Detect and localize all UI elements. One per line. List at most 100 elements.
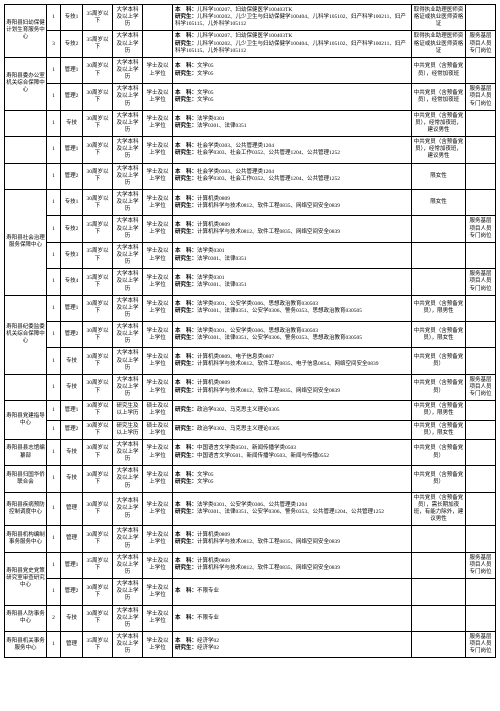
degree-cell: 学士及以上学位 bbox=[143, 552, 173, 578]
note-cell bbox=[466, 439, 496, 465]
count-cell: 1 bbox=[47, 57, 61, 83]
degree-cell: 学士及以上学位 bbox=[143, 163, 173, 189]
age-cell: 30周岁以下 bbox=[83, 84, 113, 110]
age-cell: 30周岁以下 bbox=[83, 374, 113, 400]
count-cell: 1 bbox=[47, 163, 61, 189]
table-row: 1管理230周岁以下大学本科及以上学历学士及以上学位本 科：不限专业 bbox=[5, 579, 496, 605]
age-cell: 30周岁以下 bbox=[83, 439, 113, 465]
degree-cell: 学士及以上学位 bbox=[143, 631, 173, 657]
table-row: 寿阳县党史党策研究室审查研究中心1管理135周岁以下大学本科及以上学历学士及以上… bbox=[5, 552, 496, 578]
table-row: 寿阳县人防事务中心2专技30周岁以下大学本科及以上学历学士及以上学位本 科：不限… bbox=[5, 605, 496, 631]
count-cell: 1 bbox=[47, 295, 61, 321]
age-cell: 35周岁以下 bbox=[83, 269, 113, 295]
position-cell: 管理1 bbox=[61, 401, 83, 420]
position-cell: 专技3 bbox=[61, 242, 83, 268]
note-cell: 服务基层项目人员专门岗位 bbox=[466, 552, 496, 578]
age-cell: 30周岁以下 bbox=[83, 492, 113, 526]
age-cell: 30周岁以下 bbox=[83, 322, 113, 348]
education-cell: 大学本科及以上学历 bbox=[113, 348, 143, 374]
table-row: 寿阳县纪委监委机关综合保障中心1管理130周岁以下大学本科及以上学历学士及以上学… bbox=[5, 295, 496, 321]
table-row: 寿阳县社会治理服务保障中心1专技130周岁以下大学本科及以上学历学士及以上学位本… bbox=[5, 189, 496, 215]
count-cell: 2 bbox=[47, 605, 61, 631]
count-cell: 1 bbox=[47, 189, 61, 215]
major-cell: 本 科：社会学类0303、公共管理类1204研究生：社会学0303、社会工作03… bbox=[173, 137, 412, 163]
age-cell: 30周岁以下 bbox=[83, 137, 113, 163]
degree-cell: 学士及以上学位 bbox=[143, 110, 173, 136]
remark-cell: 中共党员（含预备党员），需长期加夜班，有能力除外，建议男性 bbox=[412, 492, 466, 526]
note-cell bbox=[466, 420, 496, 439]
education-cell: 大学本科及以上学历 bbox=[113, 216, 143, 242]
degree-cell: 学士及以上学位 bbox=[143, 439, 173, 465]
major-cell: 本 科：计算机类0809研究生：计算机科学与技术0812、软件工程0835、网络… bbox=[173, 526, 412, 552]
position-cell: 专技1 bbox=[61, 189, 83, 215]
remark-cell: 限女性 bbox=[412, 189, 466, 215]
education-cell: 大学本科及以上学历 bbox=[113, 374, 143, 400]
remark-cell: 限女性 bbox=[412, 163, 466, 189]
count-cell: 1 bbox=[47, 137, 61, 163]
age-cell: 35周岁以下 bbox=[83, 5, 113, 31]
remark-cell bbox=[412, 269, 466, 295]
remark-cell: 中共党员（含预备党员），经常加夜班 bbox=[412, 84, 466, 110]
org-cell: 寿阳县纪委监委机关综合保障中心 bbox=[5, 295, 47, 374]
major-cell: 研究生：政治学0302、马克思主义理论0305 bbox=[173, 401, 412, 420]
major-cell: 本 科：法学类0301研究生：法学0301、法律0351 bbox=[173, 242, 412, 268]
note-cell bbox=[466, 295, 496, 321]
org-cell: 寿阳县妇幼保健计划生育服务中心 bbox=[5, 5, 47, 58]
major-cell: 本 科：法学类0301研究生：法学0301、法律0351 bbox=[173, 110, 412, 136]
count-cell: 1 bbox=[47, 242, 61, 268]
major-cell: 本 科：文学05研究生：文学05 bbox=[173, 84, 412, 110]
note-cell bbox=[466, 401, 496, 420]
note-cell bbox=[466, 5, 496, 31]
degree-cell: 学士及以上学位 bbox=[143, 374, 173, 400]
table-row: 寿阳县机关事务服务中心1管理35周岁以下大学本科及以上学历学士及以上学位本 科：… bbox=[5, 631, 496, 657]
org-cell: 寿阳县社会治理服务保障中心 bbox=[5, 189, 47, 295]
age-cell: 30周岁以下 bbox=[83, 348, 113, 374]
table-row: 1专技235周岁以下大学本科及以上学历学士及以上学位本 科：计算机类0809研究… bbox=[5, 216, 496, 242]
degree-cell: 学士及以上学位 bbox=[143, 189, 173, 215]
education-cell: 研究生及以上学历 bbox=[113, 401, 143, 420]
degree-cell: 硕士及以上学位 bbox=[143, 420, 173, 439]
count-cell: 1 bbox=[47, 269, 61, 295]
note-cell bbox=[466, 57, 496, 83]
education-cell: 大学本科及以上学历 bbox=[113, 84, 143, 110]
education-cell: 大学本科及以上学历 bbox=[113, 526, 143, 552]
education-cell: 大学本科及以上学历 bbox=[113, 57, 143, 83]
education-cell: 大学本科及以上学历 bbox=[113, 110, 143, 136]
education-cell: 大学本科及以上学历 bbox=[113, 5, 143, 31]
remark-cell: 中共党员（含预备党员），限女性 bbox=[412, 322, 466, 348]
major-cell: 本 科：文学05研究生：文学05 bbox=[173, 57, 412, 83]
table-row: 3专技235周岁以下大学本科及以上学历本 科：儿科学100207、妇幼保健医学1… bbox=[5, 31, 496, 57]
major-cell: 本 科：计算机类0809研究生：计算机科学与技术0812、软件工程0835、网络… bbox=[173, 189, 412, 215]
major-cell: 本 科：计算机类0809、电子信息类0807研究生：计算机科学与技术0812、软… bbox=[173, 348, 412, 374]
position-cell: 管理2 bbox=[61, 579, 83, 605]
position-cell: 专技1 bbox=[61, 5, 83, 31]
degree-cell: 学士及以上学位 bbox=[143, 492, 173, 526]
degree-cell bbox=[143, 5, 173, 31]
org-cell: 寿阳县机关事务服务中心 bbox=[5, 631, 47, 657]
education-cell: 大学本科及以上学历 bbox=[113, 466, 143, 492]
note-cell bbox=[466, 189, 496, 215]
count-cell: 1 bbox=[47, 322, 61, 348]
org-cell: 寿阳县疾病预防控制调度中心 bbox=[5, 492, 47, 526]
position-cell: 管理1 bbox=[61, 552, 83, 578]
degree-cell: 学士及以上学位 bbox=[143, 295, 173, 321]
note-cell bbox=[466, 137, 496, 163]
remark-cell bbox=[412, 242, 466, 268]
count-cell: 1 bbox=[47, 526, 61, 552]
age-cell: 30周岁以下 bbox=[83, 605, 113, 631]
note-cell bbox=[466, 526, 496, 552]
major-cell: 本 科：计算机类0809研究生：计算机科学与技术0812、软件工程0835、网络… bbox=[173, 216, 412, 242]
note-cell: 服务基层项目人员专门岗位 bbox=[466, 269, 496, 295]
remark-cell bbox=[412, 216, 466, 242]
org-cell: 寿阳县归国华侨联合会 bbox=[5, 466, 47, 492]
count-cell: 1 bbox=[47, 631, 61, 657]
note-cell: 服务基层项目人员专门岗位 bbox=[466, 216, 496, 242]
org-cell: 寿阳县县志馆编纂部 bbox=[5, 439, 47, 465]
degree-cell: 学士及以上学位 bbox=[143, 216, 173, 242]
remark-cell bbox=[412, 579, 466, 605]
note-cell bbox=[466, 605, 496, 631]
note-cell bbox=[466, 466, 496, 492]
education-cell: 大学本科及以上学历 bbox=[113, 552, 143, 578]
education-cell: 大学本科及以上学历 bbox=[113, 579, 143, 605]
major-cell: 本 科：法学类0301、公安学类0306、公共管理类1204研究生：法学0301… bbox=[173, 492, 412, 526]
